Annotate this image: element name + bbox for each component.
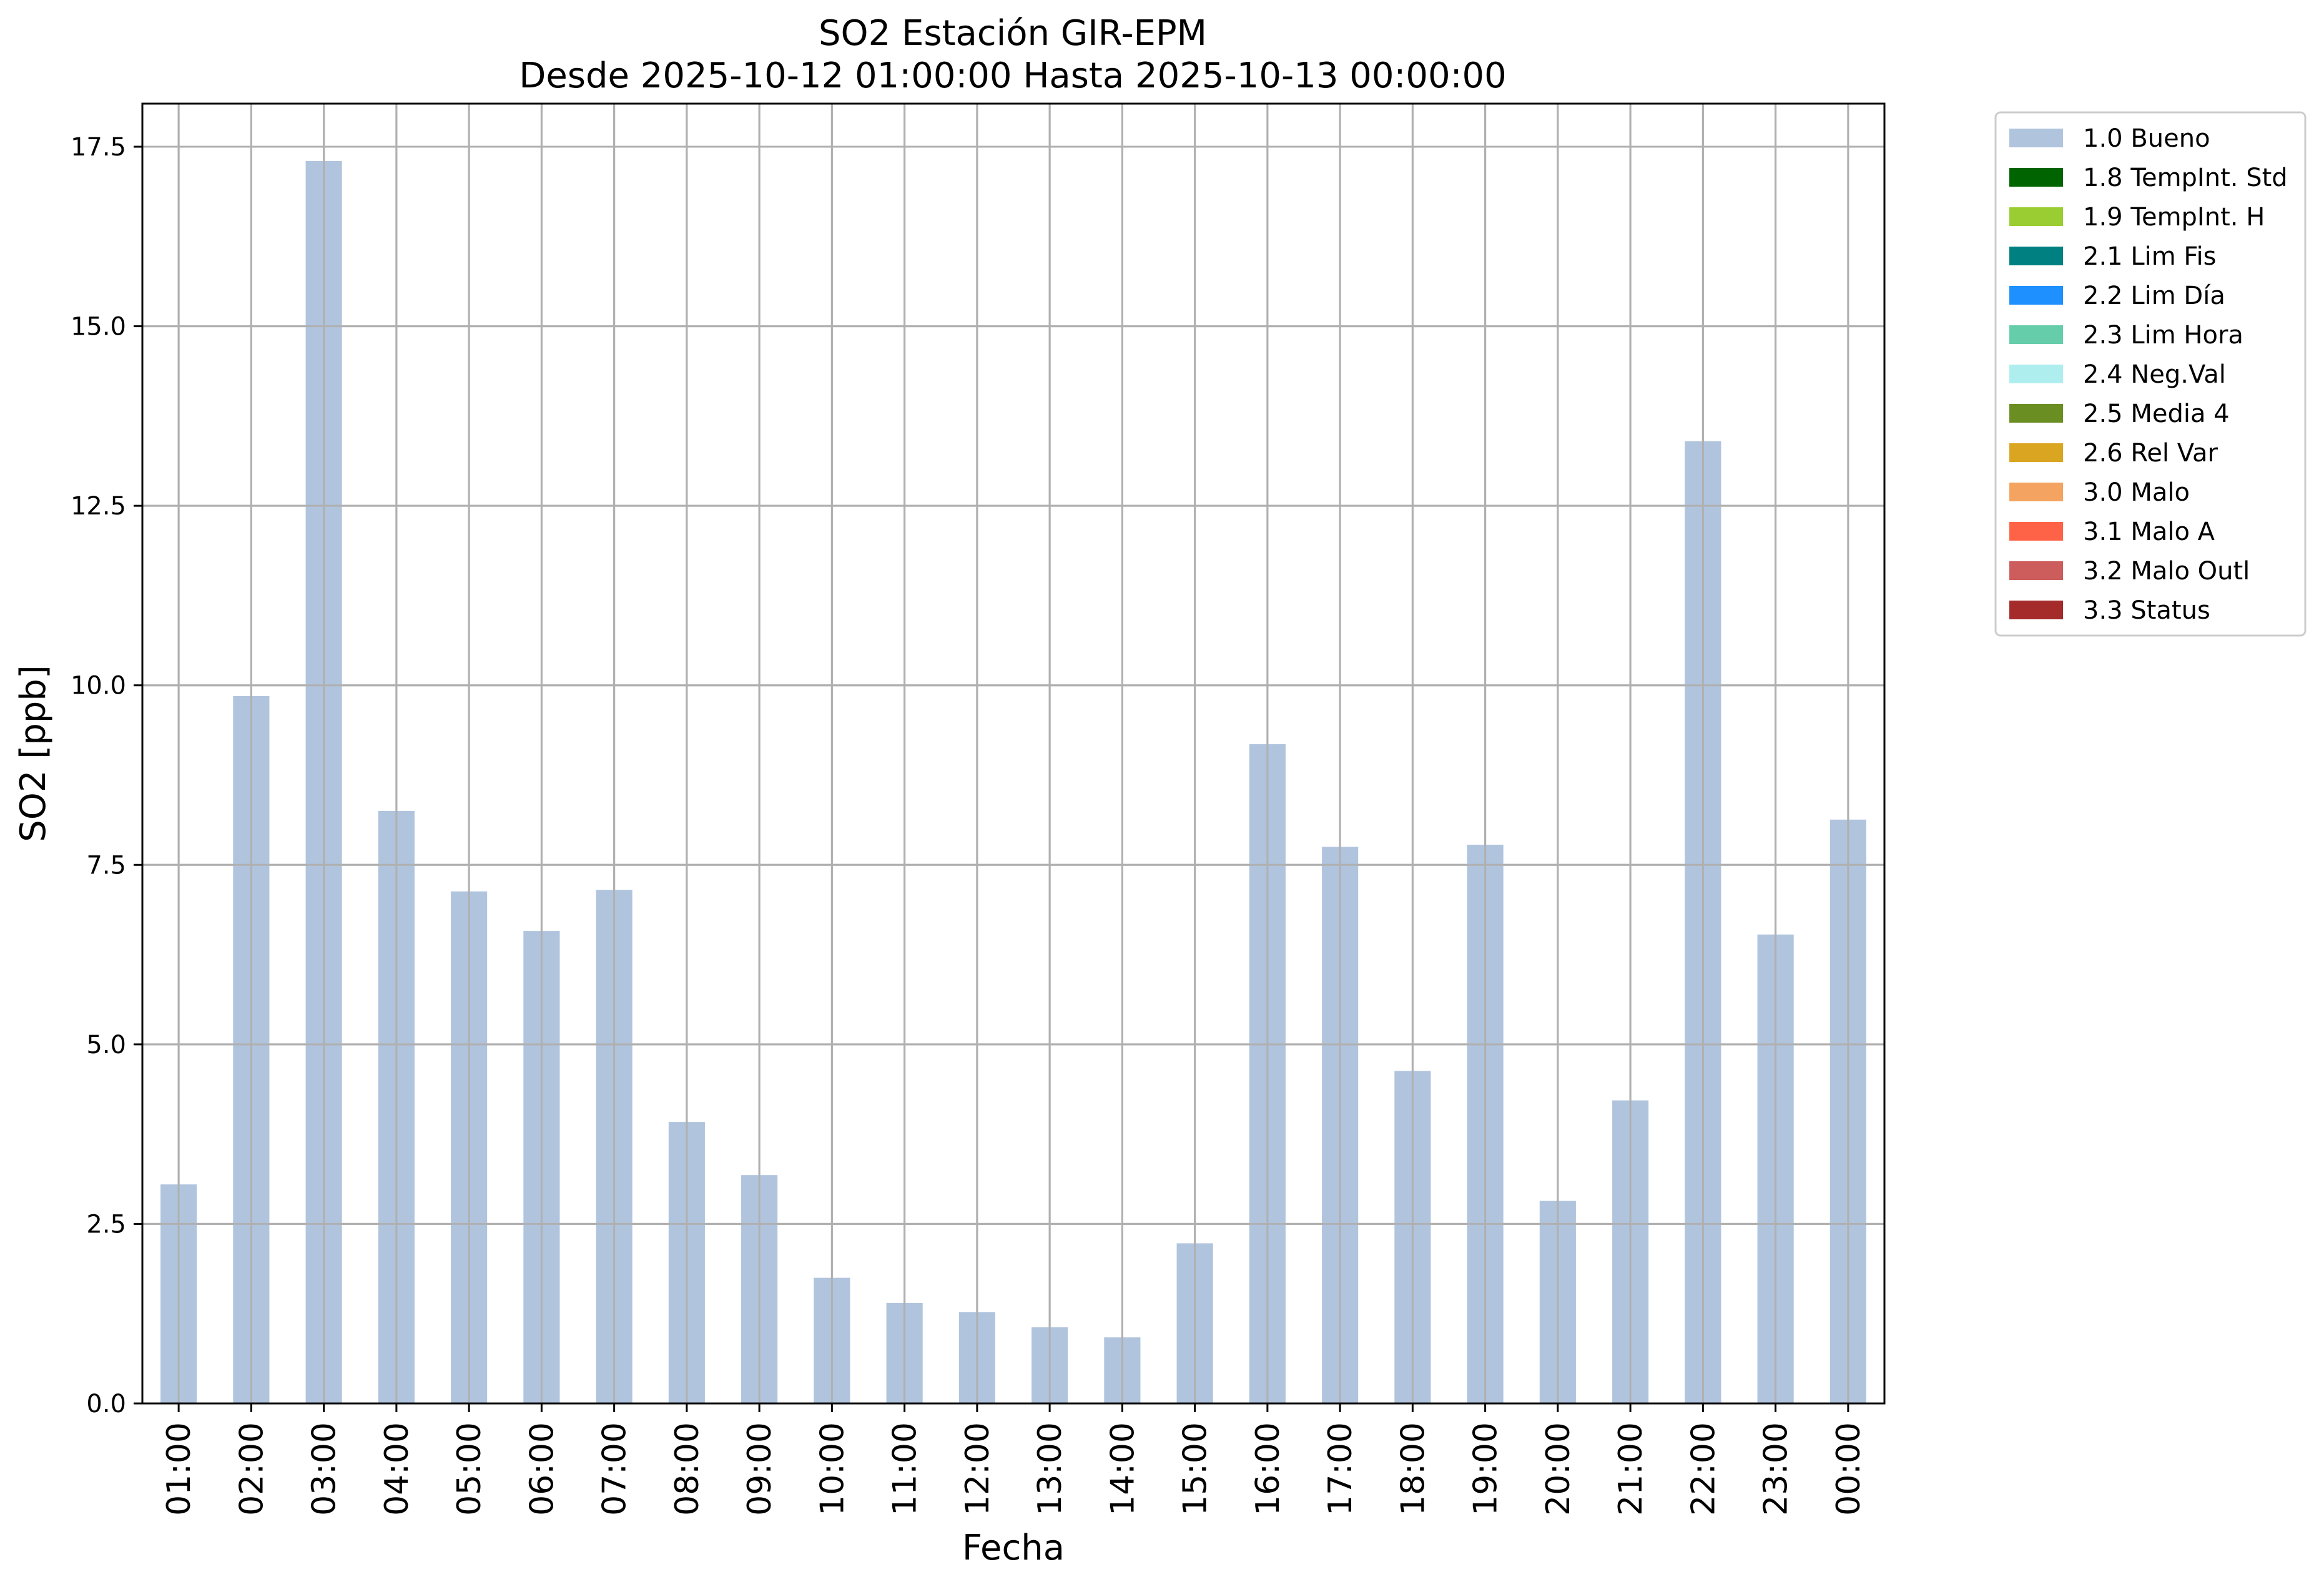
- legend-label: 2.3 Lim Hora: [2083, 321, 2243, 350]
- legend-label: 2.2 Lim Día: [2083, 282, 2225, 310]
- x-tick-label: 01:00: [160, 1422, 198, 1516]
- legend-swatch: [2009, 522, 2063, 541]
- legend-swatch: [2009, 365, 2063, 383]
- y-tick-label: 15.0: [71, 313, 126, 341]
- x-tick-label: 18:00: [1394, 1422, 1432, 1516]
- grid-overlay: [142, 104, 1884, 1405]
- x-tick-label: 13:00: [1032, 1422, 1069, 1516]
- legend-label: 1.9 TempInt. H: [2083, 203, 2265, 232]
- x-tick-label: 17:00: [1322, 1422, 1359, 1516]
- x-tick-label: 19:00: [1467, 1422, 1505, 1516]
- y-tick-label: 0.0: [86, 1390, 126, 1418]
- legend-swatch: [2009, 286, 2063, 305]
- x-tick-label: 03:00: [306, 1422, 343, 1516]
- x-axis-label: Fecha: [962, 1528, 1065, 1568]
- legend-swatch: [2009, 483, 2063, 501]
- x-axis: 01:00 02:00 03:00 04:00 05:00 06:00 07:00 08:00…: [160, 1403, 1868, 1516]
- x-tick-label: 23:00: [1758, 1422, 1795, 1516]
- x-tick-label: 05:00: [451, 1422, 488, 1516]
- legend-label: 2.4 Neg.Val: [2083, 360, 2226, 389]
- chart-subtitle: Desde 2025-10-12 01:00:00 Hasta 2025-10-…: [519, 56, 1507, 96]
- bars: [160, 161, 1866, 1403]
- y-tick-label: 17.5: [71, 133, 126, 162]
- x-tick-label: 15:00: [1177, 1422, 1214, 1516]
- x-tick-label: 11:00: [887, 1422, 924, 1516]
- x-tick-label: 04:00: [378, 1422, 416, 1516]
- y-axis-label: SO2 [ppb]: [13, 665, 54, 842]
- x-tick-label: 16:00: [1249, 1422, 1287, 1516]
- x-tick-label: 06:00: [523, 1422, 561, 1516]
- legend-label: 1.0 Bueno: [2083, 124, 2210, 153]
- legend-label: 2.5 Media 4: [2083, 400, 2230, 428]
- legend-swatch: [2009, 168, 2063, 187]
- x-tick-label: 08:00: [669, 1422, 706, 1516]
- legend-swatch: [2009, 561, 2063, 580]
- x-tick-label: 00:00: [1830, 1422, 1868, 1516]
- x-tick-label: 09:00: [741, 1422, 779, 1516]
- legend-swatch: [2009, 247, 2063, 265]
- legend-frame: [1994, 111, 2307, 637]
- x-tick-label: 10:00: [814, 1422, 851, 1516]
- x-tick-label: 22:00: [1685, 1422, 1722, 1516]
- y-tick-label: 5.0: [86, 1031, 126, 1059]
- legend-swatch: [2009, 601, 2063, 619]
- legend-label: 3.3 Status: [2083, 596, 2210, 625]
- y-tick-label: 12.5: [71, 492, 126, 521]
- legend-label: 3.1 Malo A: [2083, 518, 2215, 546]
- y-tick-label: 2.5: [86, 1210, 126, 1239]
- legend-swatch: [2009, 443, 2063, 462]
- legend-swatch: [2009, 129, 2063, 147]
- x-tick-label: 20:00: [1540, 1422, 1577, 1516]
- legend-swatch: [2009, 207, 2063, 226]
- legend-label: 3.0 Malo: [2083, 478, 2190, 507]
- chart-title: SO2 Estación GIR-EPM: [819, 13, 1207, 54]
- x-tick-label: 02:00: [233, 1422, 270, 1516]
- legend-swatch: [2009, 404, 2063, 423]
- y-axis: 0.0 2.5 5.0 7.5 10.0 12.5 15.0 17.5: [71, 133, 142, 1418]
- plot-frame: [141, 102, 1886, 1405]
- x-tick-label: 07:00: [596, 1422, 634, 1516]
- legend-label: 3.2 Malo Outl: [2083, 557, 2250, 586]
- legend: 1.0 Bueno 1.8 TempInt. Std 1.9 TempInt. H 2…: [1994, 111, 2307, 637]
- legend-label: 2.1 Lim Fis: [2083, 242, 2216, 271]
- x-tick-label: 12:00: [959, 1422, 997, 1516]
- legend-swatch: [2009, 325, 2063, 344]
- legend-label: 1.8 TempInt. Std: [2083, 164, 2288, 192]
- legend-label: 2.6 Rel Var: [2083, 439, 2218, 468]
- x-tick-label: 21:00: [1612, 1422, 1650, 1516]
- y-tick-label: 7.5: [86, 851, 126, 880]
- y-tick-label: 10.0: [71, 672, 126, 700]
- x-tick-label: 14:00: [1104, 1422, 1141, 1516]
